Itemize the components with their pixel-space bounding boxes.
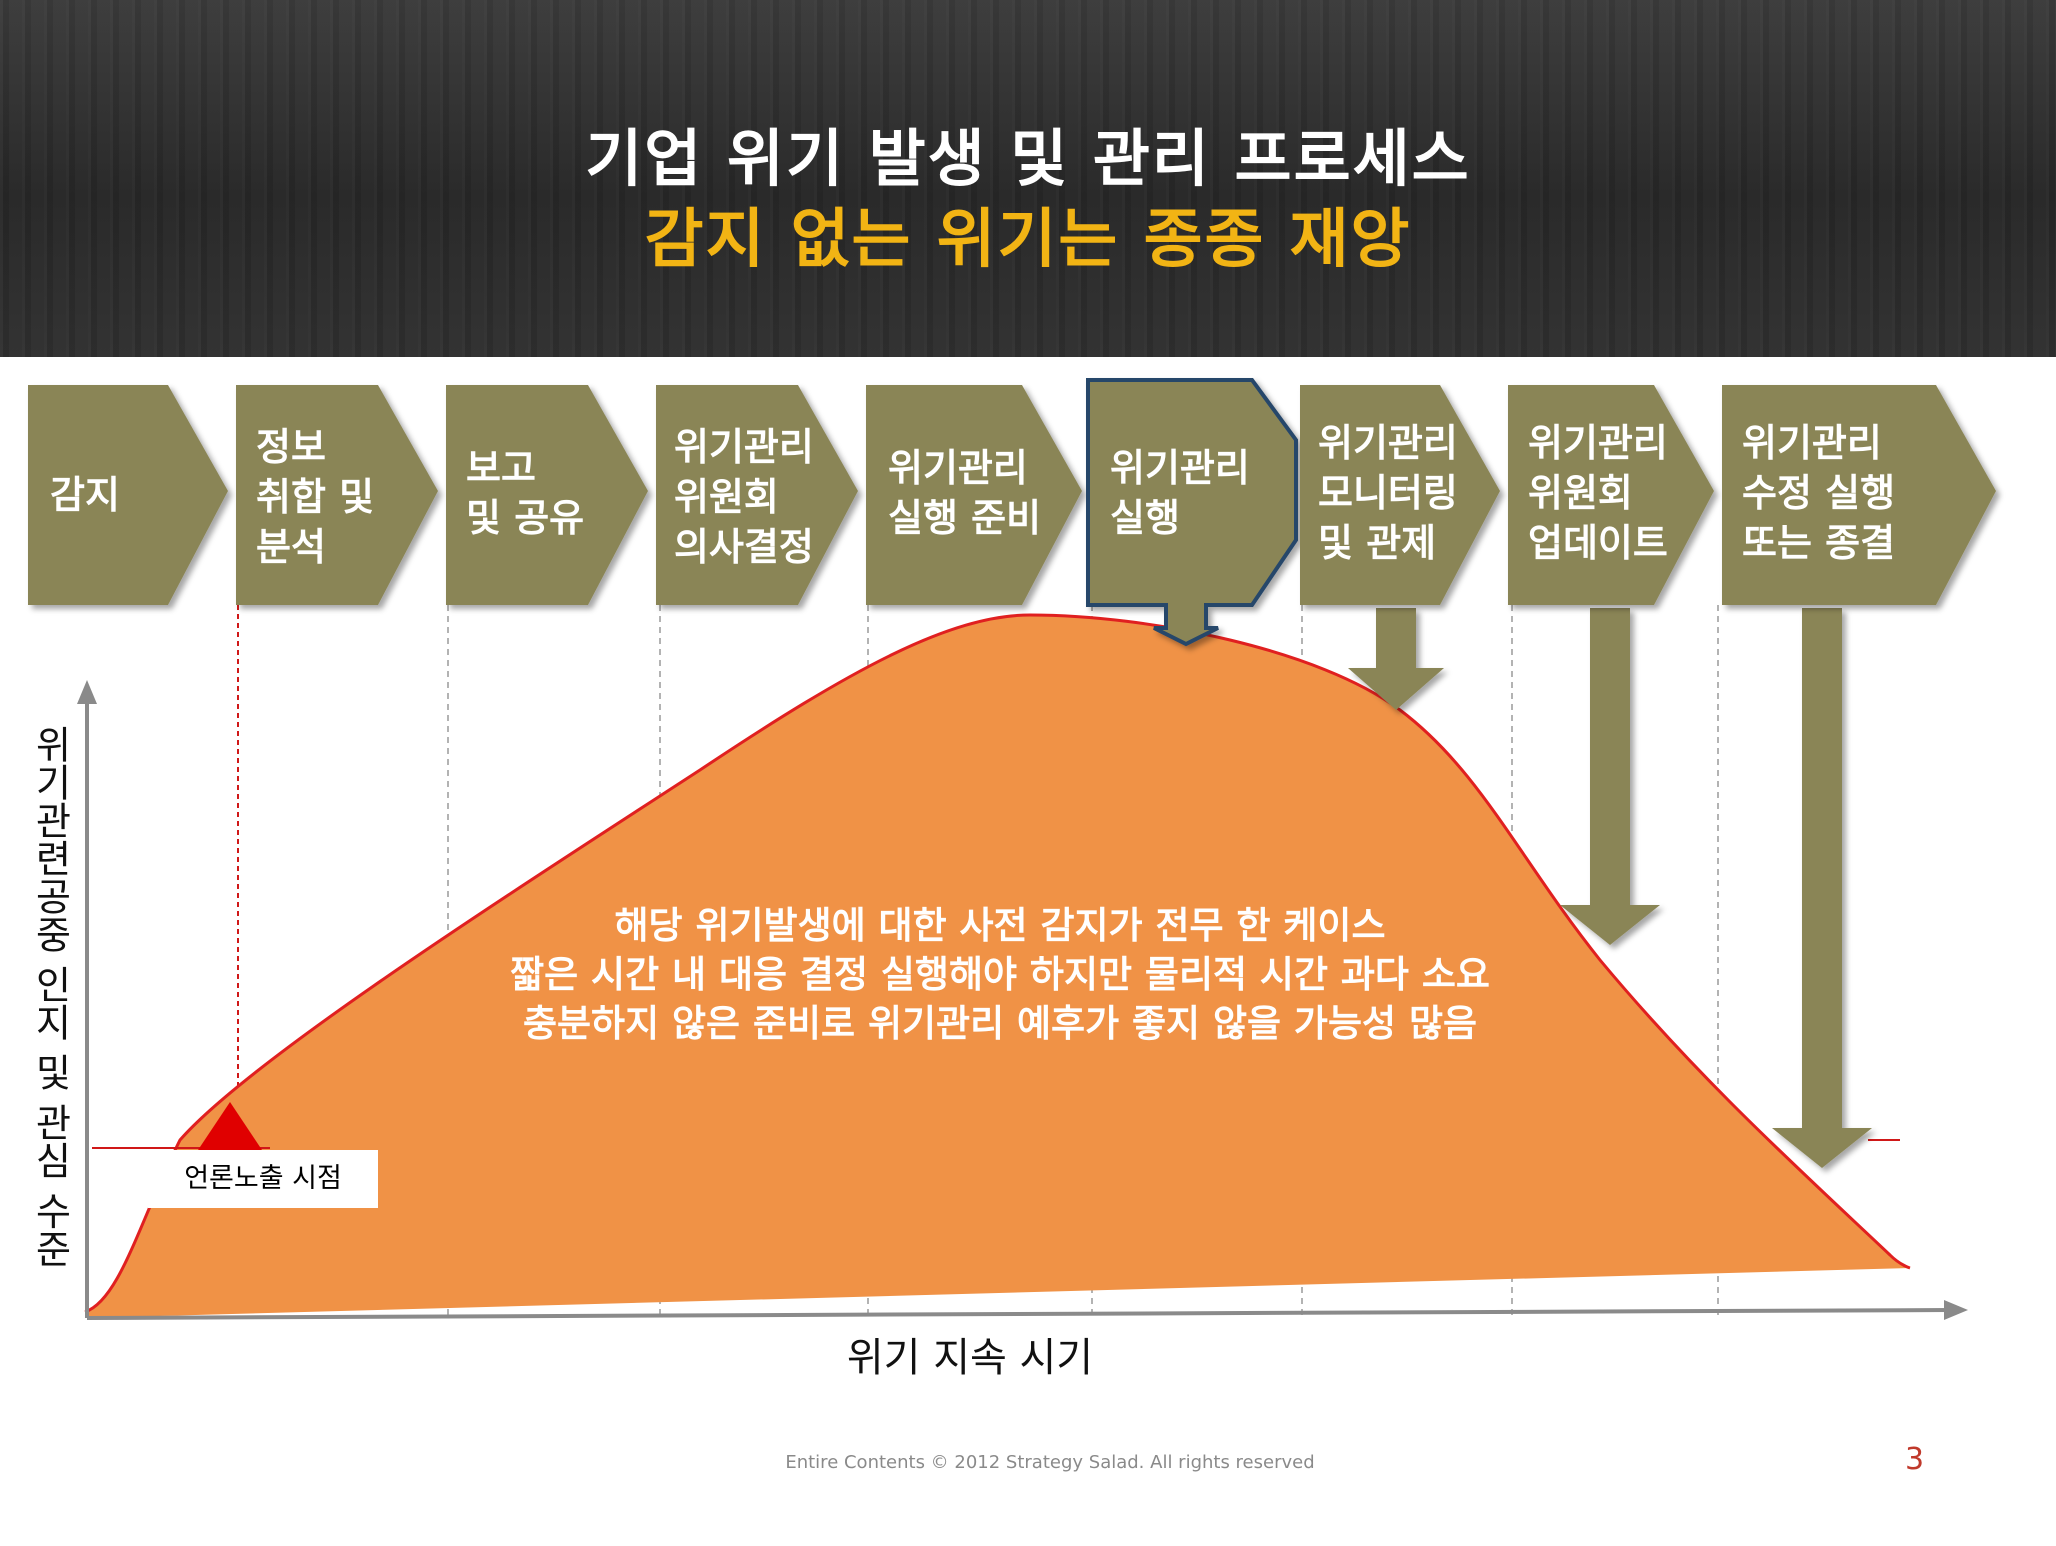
step-chevron <box>446 385 648 605</box>
description-line-2: 짧은 시간 내 대응 결정 실행해야 하지만 물리적 시간 과다 소요 <box>510 953 1490 996</box>
description-line-1: 해당 위기발생에 대한 사전 감지가 전무 한 케이스 <box>614 904 1386 947</box>
chart-axes <box>77 680 1968 1320</box>
step-chevron <box>236 385 438 605</box>
x-axis-arrowhead <box>1944 1300 1968 1320</box>
step-chevron <box>28 385 228 605</box>
title-band: 기업 위기 발생 및 관리 프로세스 감지 없는 위기는 종종 재앙 <box>0 0 2056 357</box>
step-chevron <box>866 385 1082 605</box>
title-main: 기업 위기 발생 및 관리 프로세스 <box>585 122 1471 195</box>
media-exposure-label: 언론노출 시점 <box>148 1150 378 1208</box>
process-chevrons <box>28 378 1996 647</box>
step-chevron <box>1508 385 1714 605</box>
arrow-monitoring <box>1348 608 1444 710</box>
y-axis-label: 위기관련공중 인지 및 관심 수준 <box>28 725 72 1268</box>
media-exposure-marker <box>190 1102 270 1162</box>
title-sub: 감지 없는 위기는 종종 재앙 <box>644 203 1412 277</box>
x-axis <box>86 1308 1951 1320</box>
step-chevron <box>656 385 858 605</box>
arrow-revise-or-close <box>1772 608 1872 1168</box>
step-chevron-highlighted <box>1086 378 1298 647</box>
y-axis-arrowhead <box>77 680 97 704</box>
footer-copyright: Entire Contents © 2012 Strategy Salad. A… <box>785 1452 1315 1473</box>
step-chevron <box>1300 385 1500 605</box>
page-number: 3 <box>1905 1442 1925 1477</box>
step-chevron <box>1722 385 1996 605</box>
description-line-3: 충분하지 않은 준비로 위기관리 예후가 좋지 않을 가능성 많음 <box>522 1002 1478 1045</box>
down-arrows <box>1348 608 1872 1168</box>
crisis-curve-area <box>85 615 1910 1318</box>
crisis-curve-line <box>84 613 1911 1314</box>
arrow-committee-update <box>1560 608 1660 945</box>
x-axis-label: 위기 지속 시기 <box>846 1335 1094 1381</box>
